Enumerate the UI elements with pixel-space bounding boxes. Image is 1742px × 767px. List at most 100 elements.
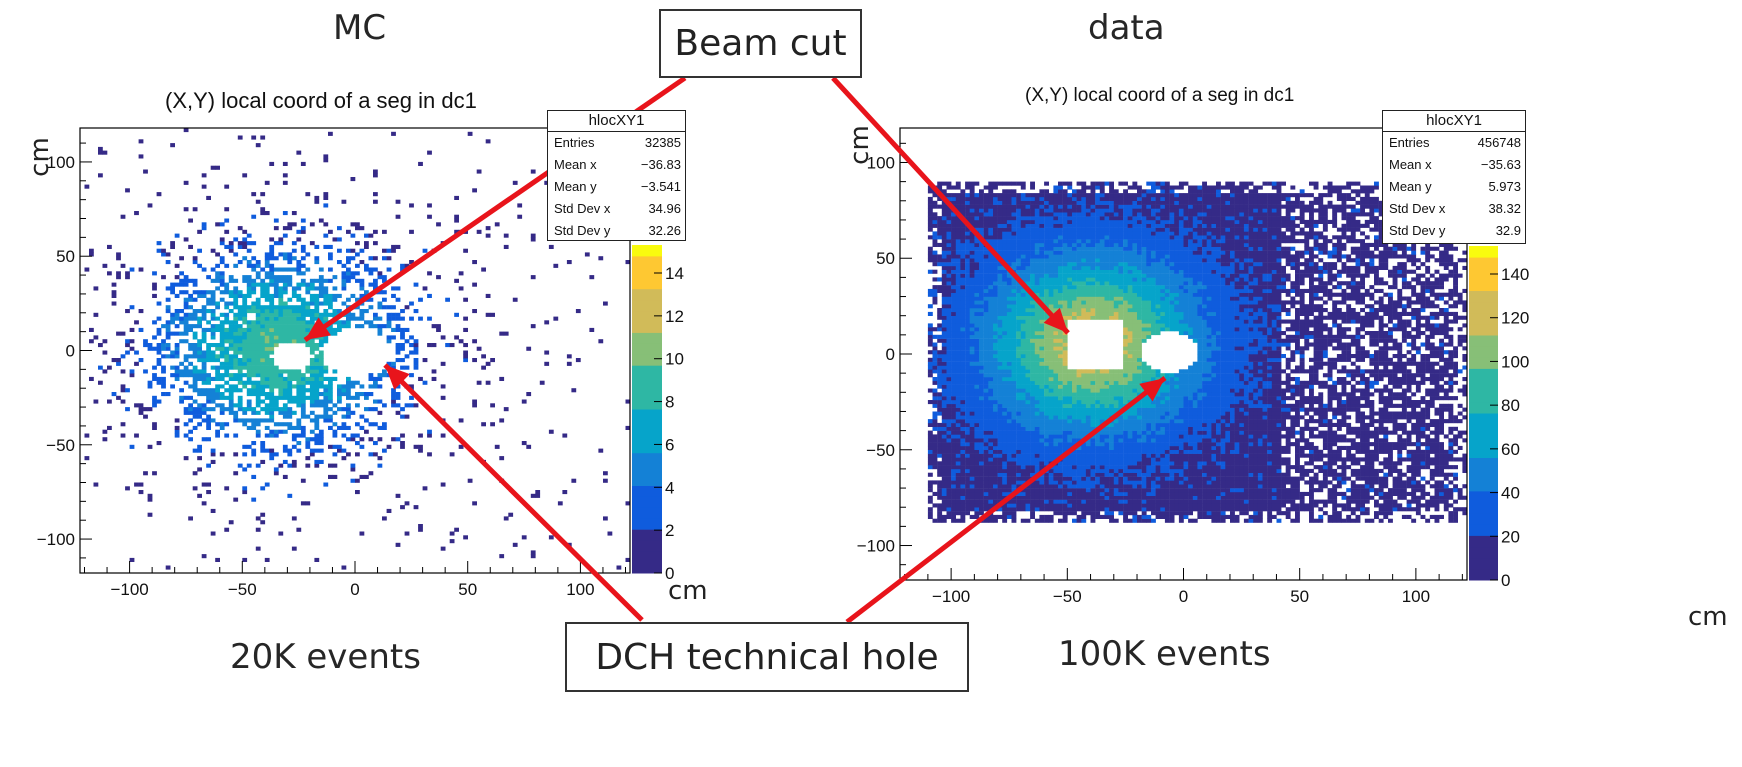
heatmap-cell bbox=[273, 324, 279, 329]
heatmap-cell bbox=[264, 407, 270, 412]
heatmap-cell bbox=[305, 312, 311, 317]
heatmap-cell bbox=[974, 193, 980, 198]
heatmap-cell bbox=[269, 267, 275, 272]
heatmap-cell bbox=[1085, 204, 1091, 209]
heatmap-cell bbox=[1067, 461, 1073, 466]
heatmap-cell bbox=[969, 377, 975, 382]
heatmap-cell bbox=[296, 422, 302, 427]
heatmap-cell bbox=[1030, 208, 1035, 213]
heatmap-cell bbox=[951, 292, 956, 297]
heatmap-cell bbox=[988, 208, 994, 213]
heatmap-cell bbox=[337, 384, 342, 389]
heatmap-cell bbox=[251, 327, 257, 332]
heatmap-cell bbox=[255, 143, 261, 148]
heatmap-cell bbox=[1016, 499, 1022, 504]
heatmap-cell bbox=[927, 342, 933, 347]
heatmap-cell bbox=[1011, 449, 1017, 454]
heatmap-cell bbox=[927, 235, 933, 240]
heatmap-cell bbox=[1011, 212, 1017, 217]
heatmap-cell bbox=[521, 399, 527, 404]
heatmap-cell bbox=[1062, 258, 1068, 263]
heatmap-cell bbox=[359, 531, 365, 536]
mc-events-label: 20K events bbox=[230, 637, 421, 677]
heatmap-cell bbox=[152, 271, 157, 276]
heatmap-cell bbox=[89, 252, 94, 257]
heatmap-cell bbox=[1067, 304, 1073, 309]
heatmap-cell bbox=[1020, 239, 1026, 244]
heatmap-cell bbox=[1058, 480, 1063, 485]
heatmap-cell bbox=[251, 407, 257, 412]
heatmap-cell bbox=[224, 422, 230, 427]
heatmap-cell bbox=[1076, 216, 1082, 221]
heatmap-cell bbox=[1053, 361, 1059, 366]
heatmap-cell bbox=[955, 227, 961, 232]
heatmap-cell bbox=[927, 449, 933, 454]
heatmap-cell bbox=[988, 430, 994, 435]
heatmap-cell bbox=[974, 503, 980, 508]
colorbar-segment bbox=[632, 430, 662, 443]
heatmap-cell bbox=[960, 476, 966, 481]
heatmap-cell bbox=[1067, 392, 1073, 397]
heatmap-cell bbox=[993, 208, 998, 213]
heatmap-cell bbox=[224, 358, 230, 363]
heatmap-cell bbox=[1058, 200, 1063, 205]
heatmap-cell bbox=[1067, 269, 1073, 274]
heatmap-cell bbox=[974, 468, 980, 473]
heatmap-cell bbox=[983, 449, 989, 454]
heatmap-cell bbox=[1044, 350, 1049, 355]
heatmap-cell bbox=[1016, 246, 1022, 251]
heatmap-cell bbox=[1076, 181, 1082, 186]
heatmap-cell bbox=[1058, 208, 1063, 213]
heatmap-cell bbox=[983, 338, 989, 343]
heatmap-cell bbox=[1058, 445, 1063, 450]
heatmap-cell bbox=[386, 444, 392, 449]
heatmap-cell bbox=[233, 403, 239, 408]
heatmap-cell bbox=[969, 269, 975, 274]
heatmap-cell bbox=[1002, 472, 1008, 477]
heatmap-cell bbox=[309, 316, 315, 321]
heatmap-cell bbox=[1053, 495, 1059, 500]
heatmap-cell bbox=[318, 293, 324, 298]
heatmap-cell bbox=[431, 343, 437, 348]
heatmap-cell bbox=[1034, 235, 1040, 240]
heatmap-cell bbox=[98, 146, 103, 151]
heatmap-cell bbox=[1016, 204, 1022, 209]
heatmap-cell bbox=[1062, 334, 1068, 339]
heatmap-cell bbox=[215, 373, 220, 378]
heatmap-cell bbox=[458, 418, 464, 423]
heatmap-cell bbox=[965, 315, 970, 320]
heatmap-cell bbox=[278, 380, 284, 385]
heatmap-cell bbox=[1048, 204, 1054, 209]
heatmap-cell bbox=[174, 293, 180, 298]
heatmap-cell bbox=[932, 296, 938, 301]
heatmap-cell bbox=[264, 312, 270, 317]
heatmap-cell bbox=[1016, 407, 1022, 412]
heatmap-cell bbox=[228, 327, 234, 332]
data-heading: data bbox=[1088, 8, 1165, 48]
heatmap-cell bbox=[932, 277, 938, 282]
heatmap-cell bbox=[993, 269, 998, 274]
heatmap-cell bbox=[1048, 354, 1054, 359]
heatmap-cell bbox=[946, 231, 952, 236]
heatmap-cell bbox=[224, 388, 230, 393]
heatmap-cell bbox=[291, 335, 297, 340]
heatmap-cell bbox=[269, 448, 275, 453]
heatmap-cell bbox=[246, 286, 252, 291]
heatmap-cell bbox=[305, 444, 311, 449]
heatmap-cell bbox=[120, 384, 126, 389]
heatmap-cell bbox=[318, 267, 324, 272]
heatmap-cell bbox=[1062, 438, 1068, 443]
heatmap-cell bbox=[1016, 438, 1022, 443]
heatmap-cell bbox=[152, 471, 157, 476]
heatmap-cell bbox=[1044, 461, 1049, 466]
heatmap-cell bbox=[997, 484, 1003, 489]
heatmap-cell bbox=[332, 444, 338, 449]
heatmap-cell bbox=[332, 433, 338, 438]
heatmap-cell bbox=[1034, 465, 1040, 470]
heatmap-cell bbox=[314, 414, 320, 419]
heatmap-cell bbox=[318, 414, 324, 419]
heatmap-cell bbox=[941, 273, 947, 278]
heatmap-cell bbox=[210, 331, 216, 336]
heatmap-cell bbox=[932, 449, 938, 454]
heatmap-cell bbox=[1048, 392, 1054, 397]
